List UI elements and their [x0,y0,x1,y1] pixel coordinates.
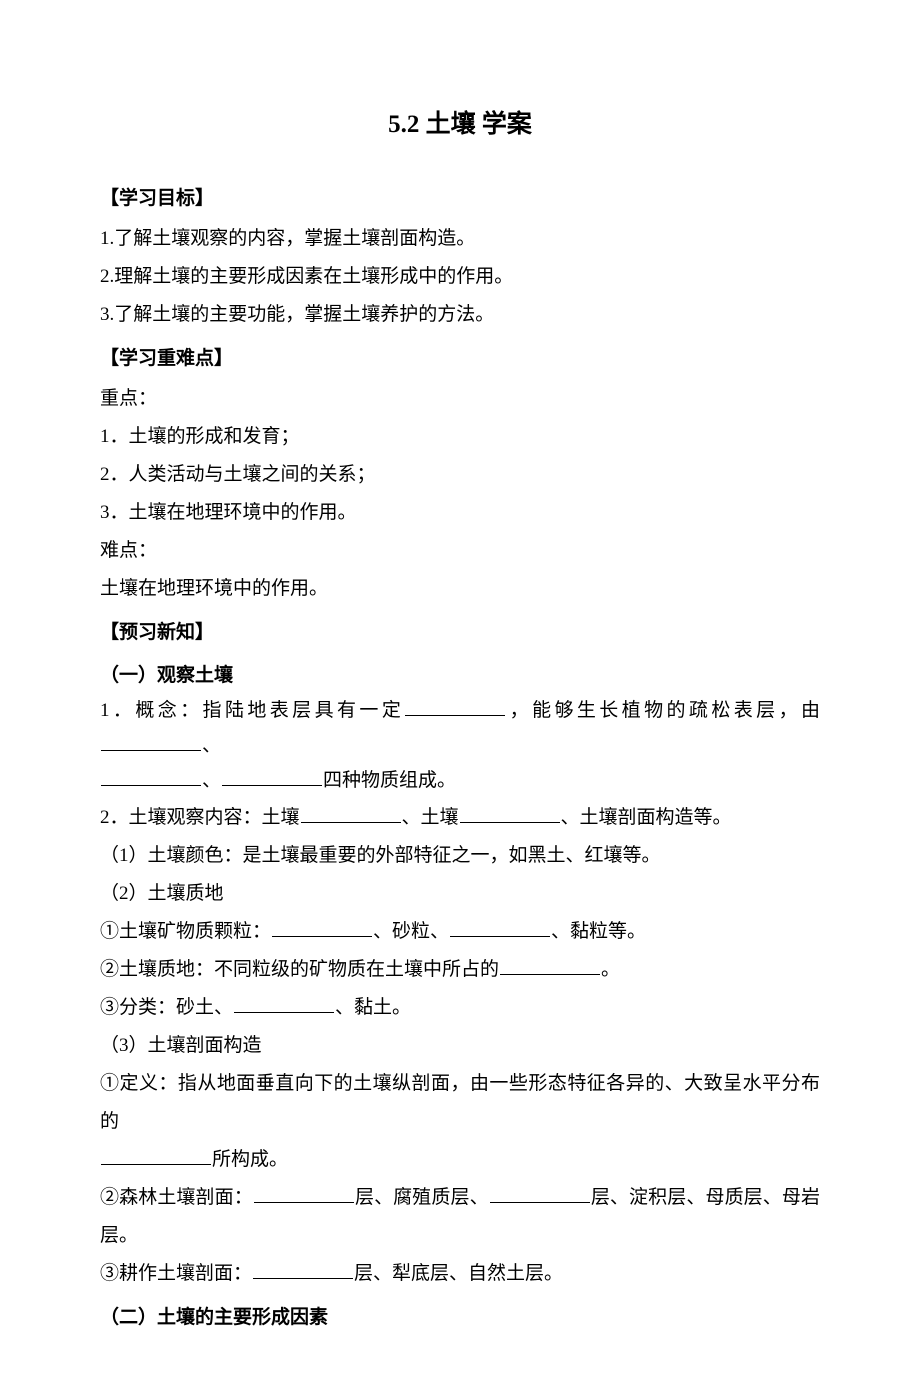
preview-p9: ①定义：指从地面垂直向下的土壤纵剖面，由一些形态特征各异的、大致呈水平分布的 所… [100,1065,820,1179]
fill-blank[interactable] [253,1259,353,1279]
key-item: 1．土壤的形成和发育； [100,418,820,456]
page-title: 5.2 土壤 学案 [100,100,820,150]
objective-item: 3.了解土壤的主要功能，掌握土壤养护的方法。 [100,296,820,334]
text-fragment: ②森林土壤剖面： [100,1187,253,1208]
key-item: 3．土壤在地理环境中的作用。 [100,494,820,532]
text-fragment: ③耕作土壤剖面： [100,1263,252,1284]
fill-blank[interactable] [101,766,201,786]
preview-p8: （3）土壤剖面构造 [100,1027,820,1065]
preview-p5: ①土壤矿物质颗粒： 、砂粒、 、黏粒等。 [100,913,820,951]
preview-p1: 1．概念：指陆地表层具有一定，能够生长植物的疏松表层，由、 、四种物质组成。 [100,693,820,798]
text-fragment: ③分类：砂土、 [100,997,233,1018]
fill-blank[interactable] [254,1183,354,1203]
text-fragment: 层、犁底层、自然土层。 [354,1263,563,1284]
text-fragment: 、黏土。 [335,997,411,1018]
text-fragment: 、 [202,735,221,756]
preview-p2: 2．土壤观察内容：土壤 、土壤 、土壤剖面构造等。 [100,799,820,837]
preview-label: 【预习新知】 [100,614,820,652]
fill-blank[interactable] [460,803,560,823]
fill-blank[interactable] [490,1183,590,1203]
preview-p11: ③耕作土壤剖面： 层、犁底层、自然土层。 [100,1255,820,1293]
fill-blank[interactable] [272,917,372,937]
text-fragment: 1．概念：指陆地表层具有一定 [100,700,404,721]
diff-label: 难点： [100,532,820,570]
text-fragment: 所构成。 [212,1149,288,1170]
diff-item: 土壤在地理环境中的作用。 [100,570,820,608]
text-fragment: 、黏粒等。 [551,921,646,942]
objectives-label: 【学习目标】 [100,180,820,218]
fill-blank[interactable] [234,993,334,1013]
fill-blank[interactable] [222,766,322,786]
fill-blank[interactable] [101,1145,211,1165]
text-fragment: 、土壤剖面构造等。 [561,807,732,828]
preview-p4: （2）土壤质地 [100,875,820,913]
text-fragment: 四种物质组成。 [323,770,456,791]
preview-h1: （一）观察土壤 [100,658,820,693]
objective-item: 1.了解土壤观察的内容，掌握土壤剖面构造。 [100,220,820,258]
text-fragment: 、土壤 [402,807,459,828]
text-fragment: ①定义：指从地面垂直向下的土壤纵剖面，由一些形态特征各异的、大致呈水平分布的 [100,1073,820,1132]
keypoints-label: 【学习重难点】 [100,340,820,378]
document-page: 5.2 土壤 学案 【学习目标】 1.了解土壤观察的内容，掌握土壤剖面构造。 2… [0,0,920,1397]
key-item: 2．人类活动与土壤之间的关系； [100,456,820,494]
fill-blank[interactable] [301,803,401,823]
key-label: 重点： [100,380,820,418]
text-fragment: 2．土壤观察内容：土壤 [100,807,300,828]
text-fragment: ①土壤矿物质颗粒： [100,921,271,942]
preview-p6: ②土壤质地：不同粒级的矿物质在土壤中所占的 。 [100,951,820,989]
objective-item: 2.理解土壤的主要形成因素在土壤形成中的作用。 [100,258,820,296]
fill-blank[interactable] [500,955,600,975]
preview-p3: （1）土壤颜色：是土壤最重要的外部特征之一，如黑土、红壤等。 [100,837,820,875]
text-fragment: 。 [601,959,620,980]
text-fragment: 、砂粒、 [373,921,449,942]
text-fragment: 、 [202,770,221,791]
preview-p7: ③分类：砂土、 、黏土。 [100,989,820,1027]
preview-h2: （二）土壤的主要形成因素 [100,1299,820,1337]
fill-blank[interactable] [450,917,550,937]
fill-blank[interactable] [405,696,505,716]
text-fragment: ，能够生长植物的疏松表层，由 [506,700,820,721]
text-fragment: ②土壤质地：不同粒级的矿物质在土壤中所占的 [100,959,499,980]
text-fragment: 层、腐殖质层、 [355,1187,489,1208]
preview-p10: ②森林土壤剖面：层、腐殖质层、层、淀积层、母质层、母岩层。 [100,1179,820,1255]
fill-blank[interactable] [101,731,201,751]
